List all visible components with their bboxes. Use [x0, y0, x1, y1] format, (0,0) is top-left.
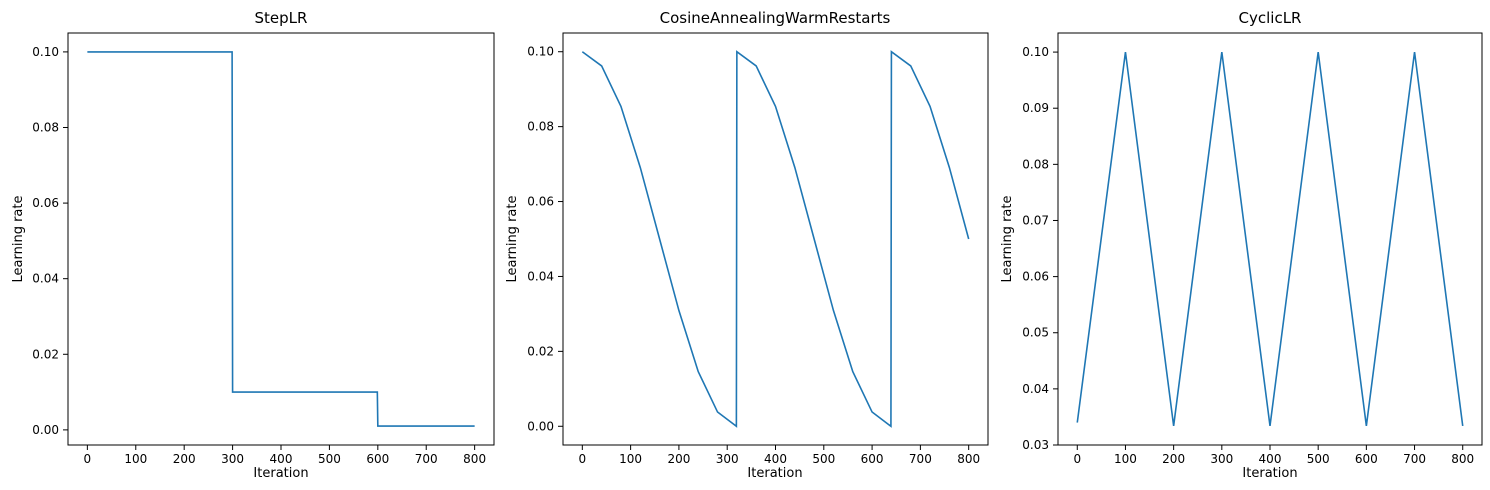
cycliclr-xlabel: Iteration [1242, 466, 1297, 481]
cycliclr-ytick-label: 0.04 [1022, 382, 1049, 396]
steplr-xtick-label: 200 [173, 452, 196, 466]
panel-cosine: CosineAnnealingWarmRestarts Iteration Le… [505, 9, 989, 481]
cycliclr-ytick-label: 0.10 [1022, 45, 1049, 59]
cycliclr-ylabel: Learning rate [1000, 196, 1015, 283]
steplr-ytick-label: 0.04 [32, 272, 59, 286]
cosine-ylabel: Learning rate [505, 196, 520, 283]
steplr-ytick-label: 0.02 [32, 347, 59, 361]
steplr-xtick-label: 100 [124, 452, 147, 466]
steplr-ylabel: Learning rate [11, 196, 26, 283]
cycliclr-xtick-label: 400 [1259, 452, 1282, 466]
cycliclr-ytick-label: 0.07 [1022, 213, 1049, 227]
cosine-xtick-label: 400 [764, 452, 787, 466]
cycliclr-xtick-label: 500 [1307, 452, 1330, 466]
panel-cycliclr: CyclicLR Iteration Learning rate 0 100 200… [1000, 9, 1483, 481]
cosine-lr-line [581, 50, 970, 428]
cycliclr-xtick-label: 800 [1451, 452, 1474, 466]
steplr-xtick-label: 0 [84, 452, 92, 466]
cosine-xtick-label: 600 [861, 452, 884, 466]
steplr-xtick-label: 400 [270, 452, 293, 466]
cycliclr-ytick-label: 0.08 [1022, 157, 1049, 171]
cosine-xtick-label: 800 [957, 452, 980, 466]
cycliclr-ytick-label: 0.09 [1022, 101, 1049, 115]
cycliclr-lr-line [1076, 51, 1464, 427]
cosine-ytick-label: 0.04 [527, 269, 554, 283]
cosine-xtick-label: 0 [578, 452, 586, 466]
steplr-lr-line [87, 51, 475, 427]
cycliclr-xtick-label: 100 [1114, 452, 1137, 466]
cosine-ytick-label: 0.10 [527, 45, 554, 59]
cosine-xlabel: Iteration [747, 466, 802, 481]
cosine-ytick-label: 0.02 [527, 344, 554, 358]
steplr-xtick-label: 300 [221, 452, 244, 466]
steplr-xtick-label: 800 [463, 452, 486, 466]
steplr-ytick-label: 0.10 [32, 45, 59, 59]
panel-steplr: StepLR Iteration Learning rate 0 100 200 30… [11, 9, 495, 481]
steplr-ytick-label: 0.08 [32, 120, 59, 134]
steplr-title: StepLR [255, 9, 308, 27]
cosine-xtick-label: 200 [667, 452, 690, 466]
cycliclr-ytick-label: 0.06 [1022, 270, 1049, 284]
cycliclr-xtick-label: 300 [1210, 452, 1233, 466]
steplr-xtick-label: 500 [318, 452, 341, 466]
cosine-xtick-label: 700 [909, 452, 932, 466]
cycliclr-axes-frame [1057, 32, 1483, 446]
cycliclr-ytick-label: 0.05 [1022, 326, 1049, 340]
steplr-xtick-label: 700 [415, 452, 438, 466]
cosine-xtick-label: 300 [716, 452, 739, 466]
cosine-ytick-label: 0.00 [527, 419, 554, 433]
steplr-ytick-label: 0.00 [32, 423, 59, 437]
cycliclr-xtick-label: 700 [1403, 452, 1426, 466]
cosine-ytick-label: 0.06 [527, 195, 554, 209]
cosine-title: CosineAnnealingWarmRestarts [660, 9, 891, 27]
cosine-xtick-label: 100 [619, 452, 642, 466]
steplr-xtick-label: 600 [366, 452, 389, 466]
steplr-axes-frame [67, 32, 495, 446]
cosine-xtick-label: 500 [812, 452, 835, 466]
steplr-ytick-label: 0.06 [32, 196, 59, 210]
cosine-axes-frame [562, 32, 989, 446]
cycliclr-ytick-label: 0.03 [1022, 438, 1049, 452]
cosine-ytick-label: 0.08 [527, 120, 554, 134]
cycliclr-xtick-label: 600 [1355, 452, 1378, 466]
steplr-xlabel: Iteration [253, 466, 308, 481]
cycliclr-xtick-label: 200 [1162, 452, 1185, 466]
cycliclr-title: CyclicLR [1239, 9, 1302, 27]
cycliclr-xtick-label: 0 [1073, 452, 1081, 466]
